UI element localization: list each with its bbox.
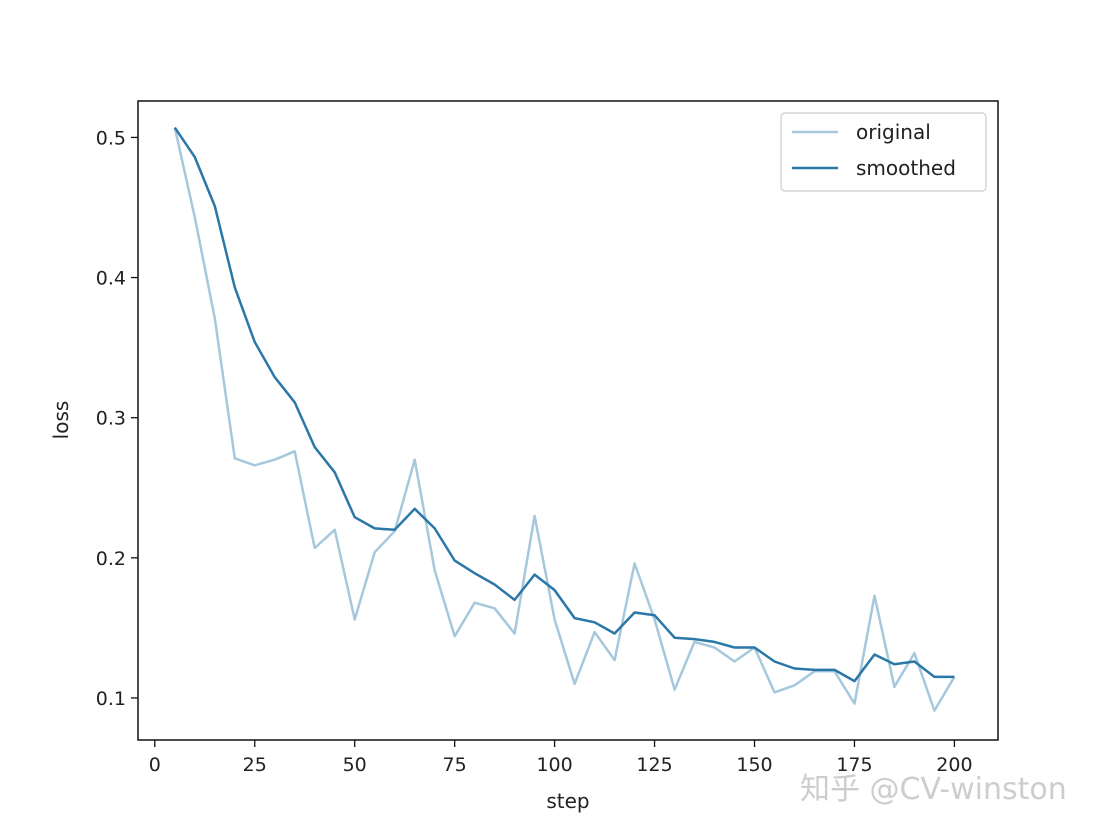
plot-frame bbox=[137, 100, 999, 741]
x-tick-label: 25 bbox=[243, 754, 267, 776]
y-tick-label: 0.2 bbox=[96, 548, 126, 570]
series-line-original bbox=[173, 127, 956, 712]
x-tick-label: 75 bbox=[443, 754, 467, 776]
y-tick-label: 0.3 bbox=[96, 408, 126, 430]
x-tick-label: 125 bbox=[636, 754, 672, 776]
y-tick-label: 0.5 bbox=[96, 127, 126, 149]
x-tick-label: 150 bbox=[736, 754, 772, 776]
legend: original smoothed bbox=[780, 112, 987, 192]
series-layer bbox=[173, 126, 956, 712]
y-tick-label: 0.4 bbox=[96, 268, 126, 290]
series-line-smoothed bbox=[173, 126, 955, 683]
legend-label-smoothed: smoothed bbox=[856, 156, 956, 180]
y-axis: 0.1 0.2 0.3 0.4 0.5 bbox=[96, 127, 138, 710]
x-axis-label: step bbox=[546, 789, 589, 813]
x-tick-label: 175 bbox=[836, 754, 872, 776]
x-tick-label: 50 bbox=[343, 754, 367, 776]
x-tick-label: 0 bbox=[149, 754, 161, 776]
y-axis-label: loss bbox=[49, 401, 73, 440]
legend-label-original: original bbox=[856, 120, 931, 144]
watermark: 知乎 @CV-winston bbox=[800, 772, 1067, 807]
x-tick-label: 200 bbox=[936, 754, 972, 776]
y-tick-label: 0.1 bbox=[96, 688, 126, 710]
x-tick-label: 100 bbox=[536, 754, 572, 776]
x-axis: 0 25 50 75 100 125 150 175 200 bbox=[149, 740, 973, 776]
